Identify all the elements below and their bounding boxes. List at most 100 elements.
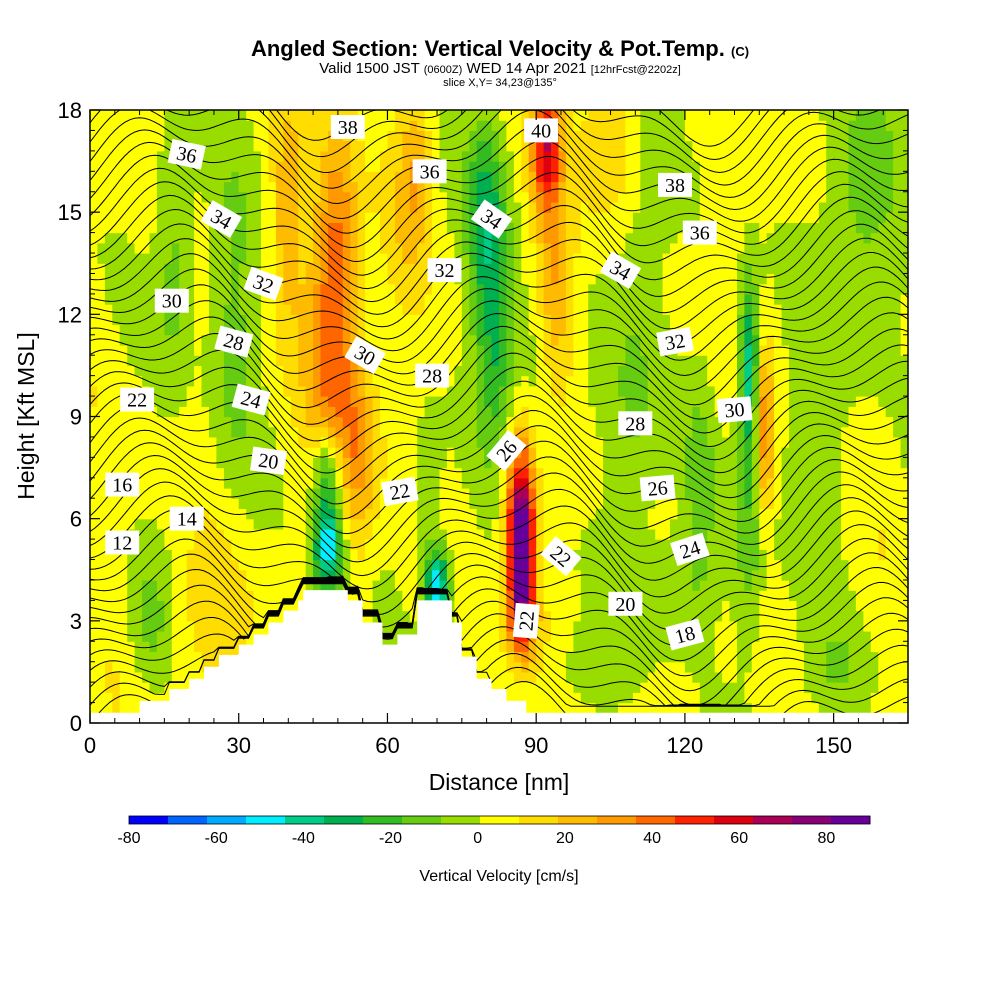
- velocity-cell: [551, 263, 560, 274]
- velocity-cell: [209, 150, 217, 162]
- velocity-cell: [610, 631, 619, 642]
- velocity-cell: [328, 324, 336, 336]
- velocity-cell: [588, 559, 597, 571]
- velocity-cell: [610, 569, 619, 581]
- velocity-cell: [699, 242, 708, 254]
- velocity-cell: [588, 620, 597, 632]
- velocity-cell: [283, 304, 292, 315]
- velocity-cell: [632, 702, 641, 714]
- velocity-cell: [595, 130, 604, 142]
- velocity-cell: [394, 355, 403, 366]
- velocity-cell: [142, 304, 151, 315]
- velocity-cell: [194, 171, 203, 183]
- velocity-cell: [454, 569, 463, 581]
- velocity-cell: [127, 416, 136, 428]
- velocity-cell: [469, 426, 478, 438]
- velocity-cell: [491, 426, 500, 438]
- velocity-cell: [588, 426, 597, 438]
- velocity-cell: [640, 201, 649, 213]
- velocity-cell: [528, 661, 537, 673]
- velocity-cell: [119, 242, 128, 254]
- velocity-cell: [156, 447, 165, 458]
- velocity-cell: [454, 365, 463, 377]
- velocity-cell: [156, 590, 165, 601]
- velocity-cell: [521, 201, 530, 213]
- velocity-cell: [387, 600, 396, 612]
- velocity-cell: [127, 702, 136, 714]
- velocity-cell: [536, 396, 545, 407]
- velocity-cell: [335, 324, 344, 336]
- velocity-cell: [603, 161, 612, 172]
- velocity-cell: [320, 293, 329, 305]
- velocity-cell: [655, 201, 664, 213]
- velocity-cell: [536, 365, 545, 377]
- velocity-cell: [275, 518, 284, 530]
- velocity-cell: [603, 171, 612, 183]
- velocity-cell: [97, 375, 106, 387]
- velocity-cell: [194, 355, 203, 366]
- velocity-cell: [275, 130, 284, 142]
- velocity-cell: [506, 467, 515, 479]
- velocity-cell: [565, 631, 574, 642]
- velocity-cell: [647, 375, 656, 387]
- velocity-cell: [268, 518, 277, 530]
- velocity-cell: [670, 508, 678, 520]
- velocity-cell: [692, 253, 701, 264]
- velocity-cell: [171, 498, 180, 509]
- velocity-cell: [491, 171, 500, 183]
- velocity-cell: [588, 242, 597, 254]
- velocity-cell: [454, 130, 463, 142]
- velocity-cell: [551, 477, 560, 489]
- velocity-cell: [536, 212, 545, 223]
- velocity-cell: [618, 171, 626, 183]
- velocity-cell: [461, 580, 470, 591]
- velocity-cell: [216, 385, 225, 397]
- velocity-cell: [313, 293, 322, 305]
- velocity-cell: [149, 508, 158, 520]
- velocity-cell: [402, 559, 411, 571]
- velocity-cell: [409, 293, 418, 305]
- velocity-cell: [253, 590, 262, 601]
- velocity-cell: [491, 661, 500, 673]
- velocity-cell: [595, 539, 604, 550]
- velocity-cell: [618, 436, 626, 448]
- velocity-cell: [446, 191, 455, 203]
- velocity-cell: [647, 661, 656, 673]
- velocity-cell: [424, 396, 433, 407]
- velocity-cell: [134, 314, 143, 326]
- velocity-cell: [573, 559, 582, 571]
- velocity-cell: [625, 631, 634, 642]
- velocity-cell: [134, 130, 143, 142]
- velocity-cell: [588, 590, 597, 601]
- velocity-cell: [454, 345, 463, 356]
- velocity-cell: [142, 661, 151, 673]
- velocity-cell: [603, 375, 612, 387]
- velocity-cell: [97, 580, 106, 591]
- velocity-cell: [283, 263, 292, 274]
- velocity-cell: [320, 569, 329, 581]
- velocity-cell: [692, 283, 701, 295]
- velocity-cell: [298, 293, 307, 305]
- velocity-cell: [186, 293, 195, 305]
- velocity-cell: [446, 396, 455, 407]
- velocity-cell: [164, 549, 173, 561]
- velocity-cell: [417, 355, 426, 366]
- velocity-cell: [424, 385, 433, 397]
- velocity-cell: [640, 631, 649, 642]
- velocity-cell: [491, 610, 500, 622]
- velocity-cell: [156, 263, 165, 274]
- velocity-cell: [506, 651, 515, 663]
- velocity-cell: [179, 355, 188, 366]
- velocity-cell: [588, 385, 597, 397]
- velocity-cell: [536, 651, 545, 663]
- velocity-cell: [461, 355, 470, 366]
- velocity-cell: [127, 120, 136, 131]
- velocity-cell: [603, 447, 612, 458]
- velocity-cell: [446, 457, 455, 469]
- velocity-cell: [283, 559, 292, 571]
- velocity-cell: [119, 498, 128, 509]
- velocity-cell: [238, 201, 247, 213]
- velocity-cell: [320, 304, 329, 315]
- velocity-cell: [446, 314, 455, 326]
- velocity-cell: [194, 436, 203, 448]
